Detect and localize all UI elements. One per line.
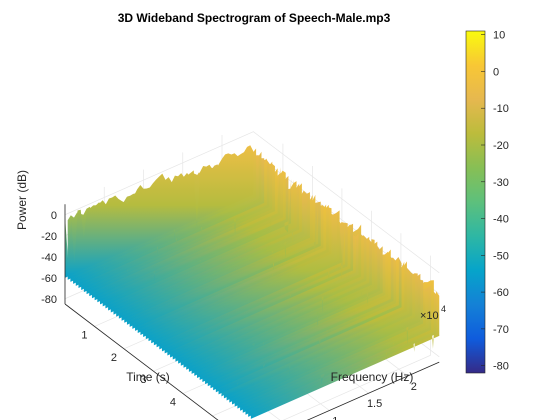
colorbar-gradient	[465, 30, 486, 374]
x-axis-exponent: ×10 4	[420, 304, 446, 322]
colorbar-tick-label: -70	[493, 324, 509, 336]
z-tick-label: -80	[41, 294, 57, 306]
colorbar-tick-label: -40	[493, 214, 509, 226]
x-axis-line	[306, 361, 440, 420]
x-tick-label: 1.5	[367, 398, 382, 410]
colorbar-tick-label: -50	[493, 250, 509, 262]
y-tick-label: 4	[170, 397, 176, 409]
colorbar-tick-label: -20	[493, 140, 509, 152]
x-tick-label: 1	[332, 416, 338, 420]
exponent-base: ×10	[420, 310, 439, 322]
colorbar-tick-label: -60	[493, 287, 509, 299]
axes: 0-20-40-60-8012345600.511.52	[41, 204, 440, 420]
colorbar-tick-label: -30	[493, 177, 509, 189]
y-axis-label: Time (s)	[126, 370, 170, 384]
colorbar-tick-label: 10	[493, 30, 505, 42]
colorbar-tick-label: 0	[493, 66, 499, 78]
z-tick-label: -20	[41, 231, 57, 243]
y-tick-label: 1	[81, 329, 87, 341]
y-tick-label: 3	[140, 374, 146, 386]
chart-title: 3D Wideband Spectrogram of Speech-Male.m…	[118, 11, 391, 25]
x-axis-label: Frequency (Hz)	[331, 370, 414, 384]
colorbar-tick-label: -80	[493, 361, 509, 373]
y-axis-line	[64, 303, 219, 420]
colorbar-tick-label: -10	[493, 103, 509, 115]
z-axis-label: Power (dB)	[15, 170, 29, 230]
surface-plot	[65, 145, 440, 419]
x-tick-label: 2	[411, 381, 417, 393]
z-tick-label: 0	[51, 210, 57, 222]
colorbar: 10 0 -10 -20 -30 -40 -50 -60 -70 -80	[465, 30, 509, 374]
z-tick-label: -60	[41, 273, 57, 285]
exponent-power: 4	[441, 304, 446, 314]
y-tick-label: 2	[111, 352, 117, 364]
surface-slice	[65, 145, 254, 278]
z-tick-label: -40	[41, 252, 57, 264]
